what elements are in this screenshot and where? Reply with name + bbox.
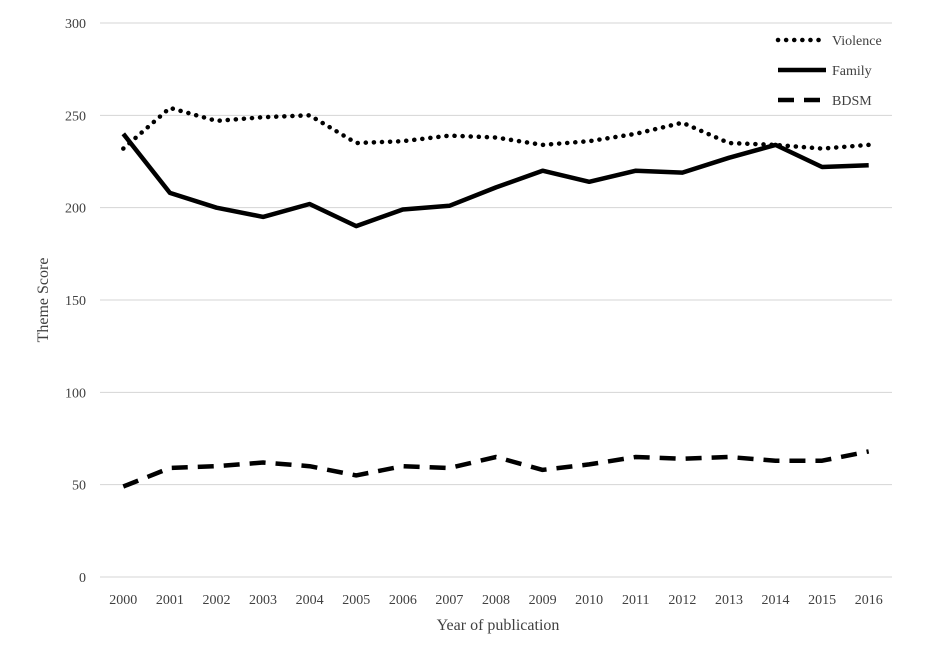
- series-line-family: [121, 132, 869, 229]
- x-tick-label: 2005: [342, 593, 370, 608]
- y-tick-label: 300: [65, 17, 86, 32]
- x-tick-label: 2010: [575, 593, 603, 608]
- x-tick-label: 2007: [435, 593, 463, 608]
- x-tick-label: 2011: [622, 593, 649, 608]
- x-tick-label: 2002: [202, 593, 230, 608]
- x-tick-label: 2006: [389, 593, 417, 608]
- x-tick-label: 2014: [762, 593, 790, 608]
- y-tick-label: 150: [65, 294, 86, 309]
- y-tick-label: 50: [72, 479, 86, 494]
- gridlines: [100, 22, 892, 578]
- y-tick-label: 100: [65, 386, 86, 401]
- legend-label: Violence: [832, 34, 882, 49]
- legend-label: Family: [832, 64, 872, 79]
- x-axis-ticks: 2000 2001 2002 2003 2004 2005 2006 2007 2008 2009…: [109, 593, 882, 608]
- x-tick-label: 2013: [715, 593, 743, 608]
- y-axis-ticks: 0 50 100 150 200 250 300: [65, 17, 86, 586]
- series-line-violence: [121, 105, 871, 151]
- y-axis-title: Theme Score: [35, 258, 52, 343]
- x-tick-label: 2012: [668, 593, 696, 608]
- x-tick-label: 2015: [808, 593, 836, 608]
- x-tick-label: 2016: [855, 593, 883, 608]
- x-tick-label: 2000: [109, 593, 137, 608]
- x-tick-label: 2008: [482, 593, 510, 608]
- series-line-bdsm: [122, 449, 870, 489]
- x-tick-label: 2003: [249, 593, 277, 608]
- y-tick-label: 200: [65, 202, 86, 217]
- series-lines: [121, 105, 871, 489]
- x-tick-label: 2009: [529, 593, 557, 608]
- x-tick-label: 2001: [156, 593, 184, 608]
- x-tick-label: 2004: [296, 593, 324, 608]
- x-axis-title: Year of publication: [437, 617, 560, 634]
- y-tick-label: 250: [65, 109, 86, 124]
- legend: Violence Family BDSM: [775, 34, 882, 109]
- legend-label: BDSM: [832, 94, 872, 109]
- y-tick-label: 0: [79, 571, 86, 586]
